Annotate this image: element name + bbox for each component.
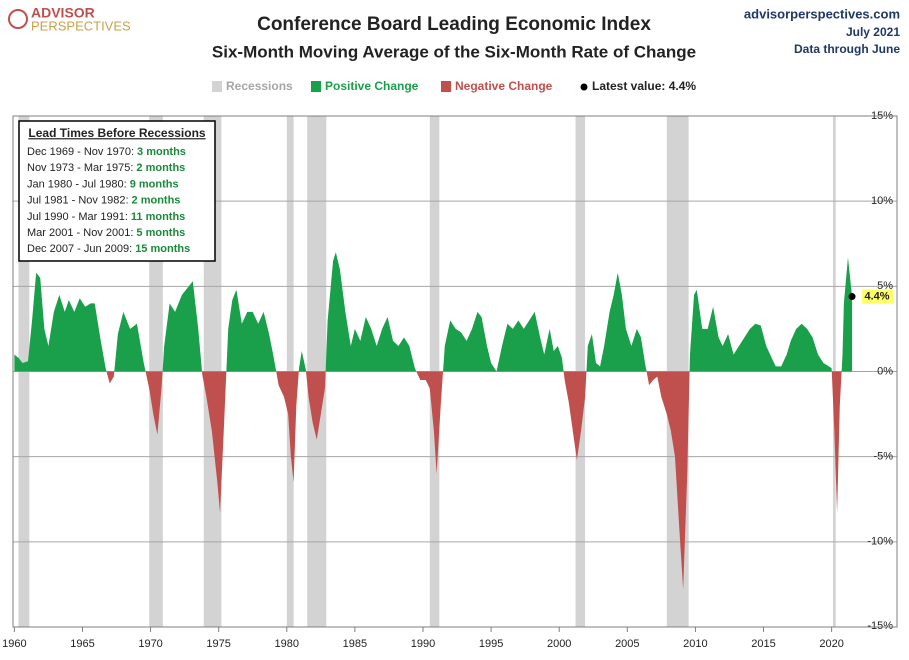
site: advisorperspectives.com [744, 6, 900, 21]
logo-icon [8, 9, 28, 29]
y-tick-label: 5% [877, 280, 893, 292]
lead-box [18, 120, 216, 262]
lead-period: Mar 2001 - Nov 2001: [27, 227, 133, 239]
lead-months: 11 months [131, 211, 185, 223]
lead-months: 5 months [136, 227, 185, 239]
chart-title: Conference Board Leading Economic Index [257, 14, 651, 35]
lead-months: 2 months [132, 195, 181, 207]
lead-period: Dec 2007 - Jun 2009: [27, 243, 132, 255]
logo-top: ADVISOR [31, 5, 95, 21]
x-tick-label: 2015 [751, 638, 775, 650]
lead-months: 2 months [136, 162, 185, 174]
legend: Recessions Positive Change Negative Chan… [212, 79, 696, 93]
lead-period: Jul 1981 - Nov 1982: [27, 195, 129, 207]
lead-row: Mar 2001 - Nov 2001: 5 months [27, 227, 185, 239]
y-tick-label: 0% [877, 365, 893, 377]
plot-border [12, 115, 898, 628]
lead-row: Jan 1980 - Jul 1980: 9 months [27, 178, 179, 190]
legend-label: Latest value: 4.4% [592, 79, 696, 93]
x-tick-label: 1965 [70, 638, 94, 650]
legend-label: Recessions [226, 79, 293, 93]
lead-months: 15 months [135, 243, 190, 255]
y-tick-label: 10% [871, 195, 893, 207]
x-tick-label: 2000 [547, 638, 571, 650]
legend-swatch [311, 81, 321, 92]
x-tick-label: 1960 [2, 638, 26, 650]
legend-swatch [441, 81, 451, 92]
lead-period: Jan 1980 - Jul 1980: [27, 178, 127, 190]
legend-swatch [580, 83, 588, 91]
plot-area [13, 115, 897, 628]
y-tick-label: -5% [873, 451, 893, 463]
legend-swatch [212, 81, 222, 92]
x-tick-label: 1975 [206, 638, 230, 650]
x-tick-label: 1985 [343, 638, 367, 650]
lead-period: Nov 1973 - Mar 1975: [27, 162, 133, 174]
x-tick-label: 2010 [683, 638, 707, 650]
lead-row: Dec 2007 - Jun 2009: 15 months [27, 243, 190, 255]
note: Data through June [794, 42, 900, 56]
x-tick-label: 2005 [615, 638, 639, 650]
logo: ADVISOR PERSPECTIVES [8, 5, 131, 33]
lead-period: Jul 1990 - Mar 1991: [27, 211, 128, 223]
latest-point [848, 293, 856, 301]
lead-months: 9 months [130, 178, 179, 190]
latest-label: 4.4% [865, 290, 890, 302]
x-tick-label: 1980 [275, 638, 299, 650]
y-tick-label: -10% [867, 536, 893, 548]
x-tick-label: 2020 [819, 638, 843, 650]
latest-label-box [862, 289, 894, 304]
lead-months: 3 months [137, 146, 186, 158]
positive-area [14, 252, 853, 371]
lead-period: Dec 1969 - Nov 1970: [27, 146, 134, 158]
y-tick-label: -15% [867, 620, 893, 632]
date: July 2021 [846, 25, 900, 39]
lead-box-title: Lead Times Before Recessions [28, 126, 206, 140]
legend-label: Positive Change [325, 79, 419, 93]
negative-area [14, 371, 853, 590]
chart-subtitle: Six-Month Moving Average of the Six-Mont… [212, 42, 696, 61]
logo-bottom: PERSPECTIVES [31, 18, 131, 33]
x-tick-label: 1970 [138, 638, 162, 650]
lead-row: Jul 1981 - Nov 1982: 2 months [27, 195, 180, 207]
legend-label: Negative Change [455, 79, 553, 93]
x-tick-label: 1990 [411, 638, 435, 650]
x-tick-label: 1995 [479, 638, 503, 650]
lead-row: Dec 1969 - Nov 1970: 3 months [27, 146, 186, 158]
lead-row: Nov 1973 - Mar 1975: 2 months [27, 162, 185, 174]
lead-row: Jul 1990 - Mar 1991: 11 months [27, 211, 185, 223]
